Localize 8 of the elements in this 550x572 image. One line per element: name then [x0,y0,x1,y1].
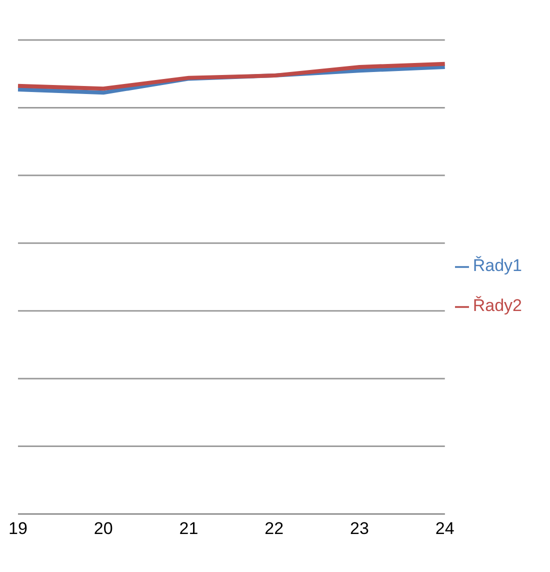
x-tick-label: 20 [94,519,113,538]
legend-label: Řady1 [472,256,522,275]
x-tick-label: 19 [8,519,28,538]
x-tick-label: 22 [264,519,284,538]
x-tick-label: 24 [435,519,454,538]
x-tick-label: 23 [350,519,369,538]
legend-label: Řady2 [472,296,522,315]
x-tick-label: 21 [179,519,198,538]
